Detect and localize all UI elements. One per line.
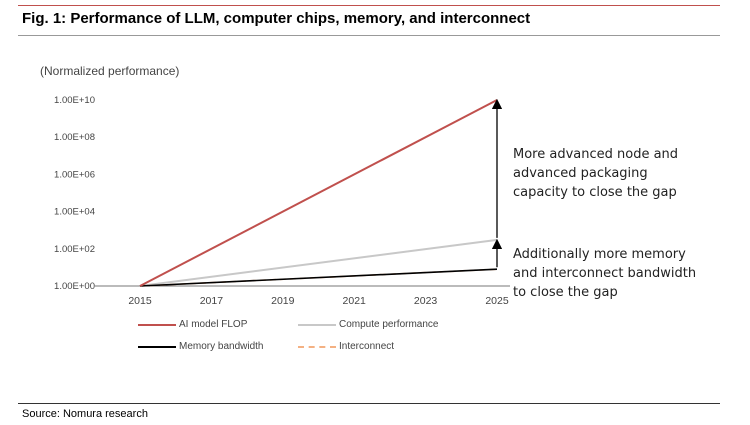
annotation-text-1: capacity to close the gap (513, 185, 677, 200)
y-tick-label: 1.00E+02 (54, 244, 95, 255)
x-tick-label: 2017 (200, 295, 224, 307)
legend-label-ai-model-flop: AI model FLOP (179, 319, 248, 330)
legend-swatch-ai-model-flop (138, 323, 176, 326)
annotation-text-1: advanced packaging (513, 166, 648, 181)
annotation-text-1: More advanced node and (513, 147, 678, 162)
source-rule (18, 403, 720, 404)
x-tick-label: 2019 (271, 295, 295, 307)
annotation-text-2: to close the gap (513, 285, 618, 300)
legend-memory-bandwidth: Memory bandwidth (138, 341, 263, 352)
source-note: Source: Nomura research (22, 408, 148, 420)
legend-label-interconnect: Interconnect (339, 341, 395, 352)
x-tick-label: 2015 (128, 295, 152, 307)
legend-label-compute-performance: Compute performance (339, 319, 439, 330)
y-tick-label: 1.00E+08 (54, 132, 95, 143)
y-tick-label: 1.00E+06 (54, 169, 95, 180)
annotation-text-2: Additionally more memory (513, 247, 686, 262)
legend-interconnect: Interconnect (298, 341, 394, 352)
series-line-memory-bandwidth (139, 268, 498, 287)
figure-title: Fig. 1: Performance of LLM, computer chi… (22, 10, 531, 27)
x-tick-label: 2023 (414, 295, 438, 307)
y-tick-label: 1.00E+04 (54, 207, 95, 218)
series-line-compute-performance (139, 238, 498, 287)
legend-swatch-compute-performance (298, 323, 336, 326)
title-rule (18, 35, 720, 36)
legend-ai-model-flop: AI model FLOP (138, 319, 247, 330)
annotation-text-2: and interconnect bandwidth (513, 266, 696, 281)
y-tick-label: 1.00E+00 (54, 281, 95, 292)
legend-swatch-memory-bandwidth (138, 345, 176, 348)
y-tick-label: 1.00E+10 (54, 95, 95, 106)
y-axis-label: (Normalized performance) (40, 64, 179, 78)
x-tick-label: 2025 (485, 295, 509, 307)
legend-label-memory-bandwidth: Memory bandwidth (179, 341, 264, 352)
top-rule (18, 5, 720, 6)
legend-compute-performance: Compute performance (298, 319, 439, 330)
x-tick-label: 2021 (343, 295, 367, 307)
legend-swatch-interconnect (298, 345, 336, 348)
series-line-ai-model-flop (139, 99, 498, 287)
